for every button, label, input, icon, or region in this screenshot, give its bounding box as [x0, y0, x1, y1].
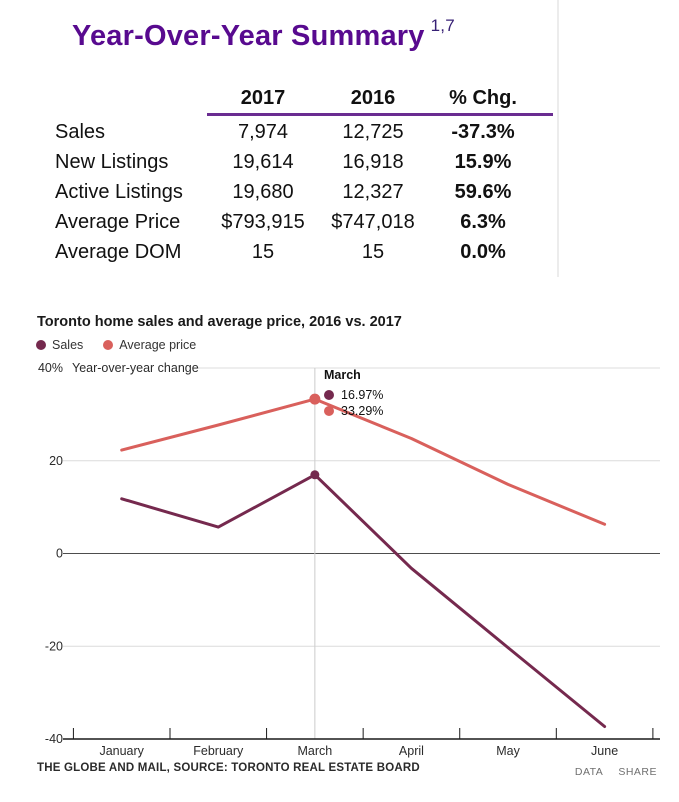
- x-tick-label: April: [398, 744, 424, 758]
- column-header-2017: 2017: [240, 87, 286, 109]
- table-row: New Listings 19,614 16,918 15.9%: [55, 147, 550, 177]
- footer-link-share[interactable]: SHARE: [618, 766, 657, 778]
- legend-label: Average price: [119, 338, 197, 352]
- row-value: 19,614: [232, 150, 294, 173]
- x-tick-label: January: [99, 744, 144, 758]
- annotation-dot-icon: [324, 406, 334, 416]
- page-title: Year-Over-Year Summary 1,7: [72, 16, 455, 53]
- table-row: Sales 7,974 12,725 -37.3%: [55, 117, 550, 147]
- summary-table-header: 2017 2016 % Chg.: [55, 85, 550, 112]
- x-tick-label: March: [297, 744, 333, 758]
- svg-text:Year-over-year change: Year-over-year change: [72, 361, 199, 375]
- row-value: $747,018: [331, 210, 415, 233]
- row-value: 19,680: [232, 180, 294, 203]
- legend-dot-icon: [36, 340, 46, 350]
- row-value: $793,915: [221, 210, 305, 233]
- legend-dot-icon: [103, 340, 114, 350]
- annotation-rows: 16.97% 33.29%: [324, 387, 383, 419]
- svg-text:40%: 40%: [38, 361, 63, 375]
- legend-item-sales: Sales: [36, 338, 83, 352]
- source-credit: THE GLOBE AND MAIL, SOURCE: TORONTO REAL…: [37, 762, 420, 774]
- column-header-chg: % Chg.: [449, 87, 517, 109]
- row-value: 0.0%: [460, 240, 506, 263]
- page-title-superscript: 1,7: [430, 16, 455, 35]
- annotation-row: 33.29%: [324, 403, 383, 419]
- row-label: Active Listings: [55, 180, 183, 203]
- row-label: Average DOM: [55, 240, 182, 263]
- march-annotation: March 16.97% 33.29%: [324, 368, 383, 419]
- annotation-row: 16.97%: [324, 387, 383, 403]
- table-row: Average DOM 15 15 0.0%: [55, 237, 550, 267]
- table-row: Average Price $793,915 $747,018 6.3%: [55, 207, 550, 237]
- row-value: 12,725: [342, 120, 404, 143]
- row-value: 6.3%: [460, 210, 506, 233]
- x-tick-label: February: [193, 744, 244, 758]
- svg-text:20: 20: [49, 454, 63, 468]
- svg-text:-20: -20: [45, 639, 63, 653]
- chart-legend: Sales Average price: [36, 338, 196, 352]
- chart-plot: 40% 20 0 -20 -40 Year-over-year change: [38, 361, 660, 746]
- column-header-2016: 2016: [350, 87, 396, 109]
- page-title-text: Year-Over-Year Summary: [72, 20, 425, 52]
- svg-text:0: 0: [56, 547, 63, 561]
- row-value: 12,327: [342, 180, 404, 203]
- row-label: Sales: [55, 120, 106, 143]
- summary-table-body: Sales 7,974 12,725 -37.3% New Listings 19,614…: [55, 117, 550, 267]
- row-value: 59.6%: [454, 180, 512, 203]
- row-label: Average Price: [55, 210, 181, 233]
- x-tick-label: June: [591, 744, 619, 758]
- row-value: 16,918: [342, 150, 404, 173]
- table-row: Active Listings 19,680 12,327 59.6%: [55, 177, 550, 207]
- row-label: New Listings: [55, 150, 169, 173]
- annotation-title: March: [324, 368, 361, 382]
- x-tick-label: May: [496, 744, 520, 758]
- footer-links: DATA SHARE: [575, 766, 657, 778]
- row-value: -37.3%: [451, 120, 515, 143]
- chart-title: Toronto home sales and average price, 20…: [37, 314, 402, 330]
- row-value: 15: [361, 240, 385, 263]
- summary-table: 2017 2016 % Chg. Sales 7,974 12,725 -37.3% N…: [55, 85, 553, 267]
- svg-text:-40: -40: [45, 732, 63, 746]
- footer-link-data[interactable]: DATA: [574, 766, 604, 778]
- annotation-value: 16.97%: [341, 388, 384, 402]
- annotation-dot-icon: [324, 390, 334, 400]
- legend-label: Sales: [52, 338, 84, 352]
- annotation-value: 33.29%: [341, 404, 384, 418]
- vertical-divider: [557, 0, 559, 277]
- row-value: 7,974: [237, 120, 289, 143]
- row-value: 15: [251, 240, 275, 263]
- header-underline: [207, 113, 553, 116]
- legend-item-average-price: Average price: [103, 338, 196, 352]
- row-value: 15.9%: [454, 150, 512, 173]
